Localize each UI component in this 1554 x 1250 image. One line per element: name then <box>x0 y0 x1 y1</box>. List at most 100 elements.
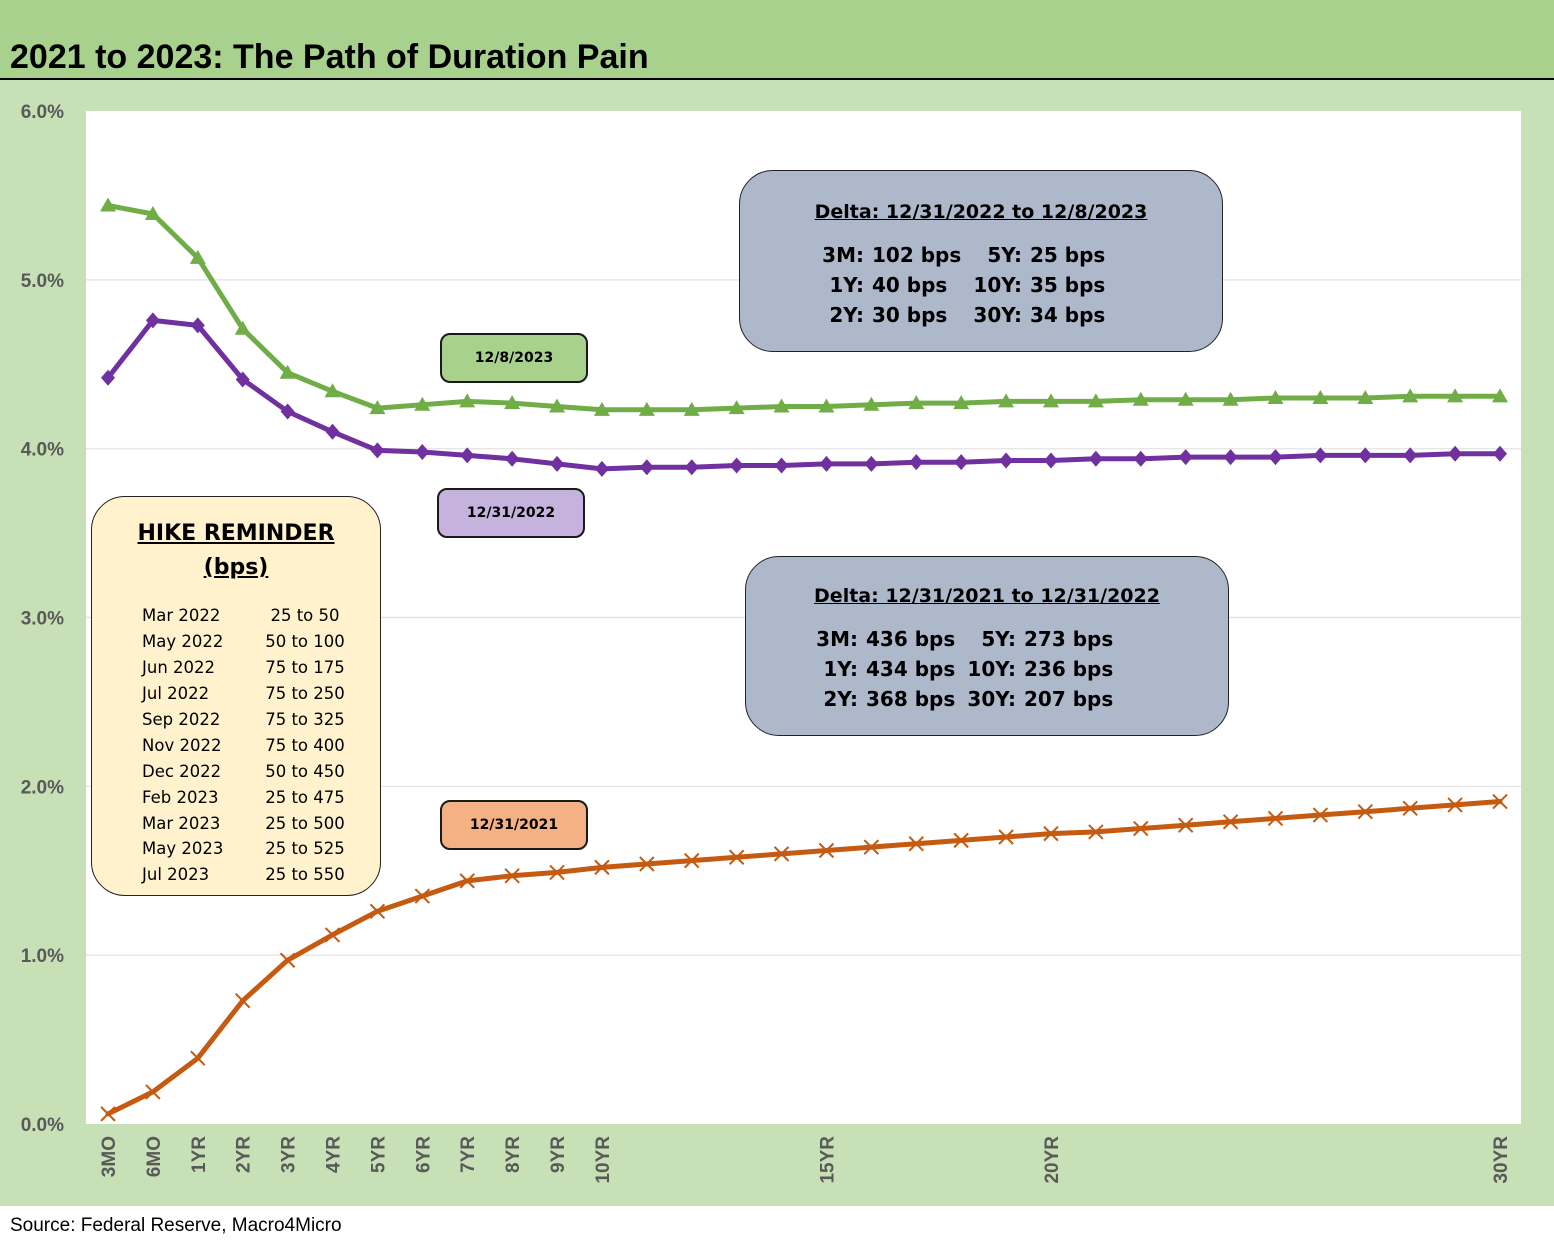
series-label-12-31-2022: 12/31/2022 <box>437 488 585 538</box>
data-point <box>1222 391 1239 406</box>
hike-reminder-unit: (bps) <box>203 555 269 580</box>
series-line <box>105 317 1503 472</box>
hike-value: 75 to 400 <box>265 735 345 755</box>
y-tick-label: 2.0% <box>21 777 64 798</box>
x-tick-label: 7YR <box>458 1136 479 1173</box>
data-point <box>1177 391 1194 406</box>
delta-grid: 3M: 436 bps 5Y: 273 bps 1Y: 434 bps 10Y:… <box>816 627 1124 711</box>
hike-reminder-heading: HIKE REMINDER <box>137 521 335 546</box>
data-point <box>279 952 296 968</box>
data-point <box>639 856 655 872</box>
data-point <box>1492 793 1508 810</box>
hike-row: Nov 2022 75 to 400 <box>142 732 360 758</box>
hike-value: 25 to 475 <box>265 787 345 807</box>
data-point <box>639 459 654 476</box>
delta-label: 30Y: <box>973 303 1022 327</box>
hike-row: Feb 2023 25 to 475 <box>142 784 360 810</box>
delta-label: 5Y: <box>981 627 1016 651</box>
hike-value: 75 to 325 <box>265 710 345 729</box>
data-point <box>1088 450 1103 467</box>
data-point <box>864 455 879 472</box>
data-point <box>504 868 520 884</box>
x-tick-label: 10YR <box>593 1136 614 1184</box>
data-point <box>1357 390 1374 405</box>
series-label-12-8-2023: 12/8/2023 <box>440 333 588 383</box>
title-bar: 2021 to 2023: The Path of Duration Pain <box>0 0 1554 80</box>
data-point <box>235 993 251 1009</box>
x-tick-label: 30YR <box>1491 1136 1512 1184</box>
series-label-12-31-2021: 12/31/2021 <box>440 800 588 850</box>
x-tick-label: 20YR <box>1042 1136 1063 1184</box>
delta-value: 30 bps <box>872 303 948 327</box>
y-tick-label: 4.0% <box>21 440 64 461</box>
data-point <box>189 249 206 264</box>
delta-box-2022: Delta: 12/31/2021 to 12/31/2022 3M: 436 … <box>745 556 1229 736</box>
delta-value: 434 bps <box>866 657 956 681</box>
data-point <box>1447 388 1464 403</box>
delta-value: 273 bps <box>1024 627 1114 651</box>
x-axis: 3MO 6MO 1YR 2YR 3YR 4YR 5YR 6YR 7YR 8YR 9YR 10YR 15Y… <box>99 1136 1512 1184</box>
hike-date: Feb 2023 <box>142 787 219 807</box>
series-12-31-2021 <box>100 793 1508 1122</box>
data-point <box>998 829 1014 845</box>
hike-row: May 2022 50 to 100 <box>142 629 360 655</box>
data-point <box>1088 824 1104 840</box>
series-12-8-2023 <box>100 197 1508 416</box>
delta-value: 436 bps <box>866 627 956 651</box>
x-tick-label: 3YR <box>279 1136 300 1173</box>
delta-label: 1Y: <box>823 657 858 681</box>
data-point <box>1133 450 1148 467</box>
hike-row: Mar 2022 25 to 50 <box>142 603 360 629</box>
data-point <box>773 846 790 862</box>
data-point <box>908 395 925 410</box>
delta-label: 10Y: <box>967 657 1016 681</box>
data-point <box>863 839 880 855</box>
data-point <box>594 859 610 876</box>
data-point <box>1222 814 1239 830</box>
hike-row: May 2023 25 to 525 <box>142 836 360 862</box>
x-tick-label: 9YR <box>548 1136 569 1173</box>
delta-value: 35 bps <box>1030 273 1106 297</box>
data-point <box>953 395 970 410</box>
hike-date: Jul 2022 <box>142 684 210 704</box>
delta-value: 40 bps <box>872 273 948 297</box>
hike-date: Mar 2022 <box>142 606 221 626</box>
series-line <box>105 203 1503 413</box>
data-point <box>1402 800 1418 816</box>
data-point <box>549 864 565 881</box>
data-point <box>550 455 565 472</box>
data-point <box>145 312 160 329</box>
data-point <box>324 927 341 943</box>
data-point <box>593 401 610 416</box>
y-tick-label: 1.0% <box>21 946 64 967</box>
data-point <box>1087 393 1104 408</box>
data-point <box>1312 807 1329 823</box>
data-point <box>908 836 924 852</box>
x-tick-label: 1YR <box>189 1136 210 1173</box>
data-point <box>1133 820 1149 837</box>
delta-label: 30Y: <box>967 687 1016 711</box>
delta-label: 2Y: <box>823 687 858 711</box>
data-point <box>773 398 790 413</box>
data-point <box>819 455 834 472</box>
data-point <box>728 849 745 865</box>
data-point <box>235 371 250 388</box>
data-point <box>144 205 161 220</box>
delta-value: 25 bps <box>1030 243 1106 267</box>
x-tick-label: 6YR <box>413 1136 434 1173</box>
x-tick-label: 5YR <box>368 1136 389 1173</box>
hike-reminder-list: Mar 2022 25 to 50 May 2022 50 to 100 Jun 2… <box>142 603 360 888</box>
hike-date: Sep 2022 <box>142 710 221 729</box>
delta-value: 34 bps <box>1030 303 1106 327</box>
delta-label: 10Y: <box>973 273 1022 297</box>
data-point <box>1448 445 1463 462</box>
data-point <box>1132 391 1149 406</box>
hike-date: Nov 2022 <box>142 735 222 755</box>
data-point <box>1357 803 1373 820</box>
hike-reminder-title: HIKE REMINDER (bps) <box>92 517 380 585</box>
data-point <box>459 873 475 889</box>
data-point <box>1177 817 1194 833</box>
data-point <box>1267 810 1284 827</box>
data-point <box>325 423 340 440</box>
data-point <box>683 401 700 416</box>
